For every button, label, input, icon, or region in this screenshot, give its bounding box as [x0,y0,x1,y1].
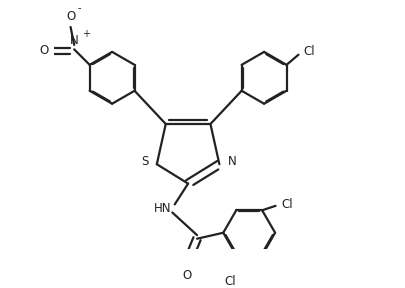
Text: O: O [181,269,191,283]
Text: N: N [227,155,236,168]
Text: S: S [141,155,148,168]
Text: Cl: Cl [302,45,314,58]
Text: N: N [70,34,78,47]
Text: O: O [66,10,75,23]
Text: Cl: Cl [280,198,292,211]
Text: HN: HN [154,202,171,215]
Text: -: - [77,3,81,14]
Text: Cl: Cl [224,274,235,288]
Text: O: O [40,44,49,57]
Text: +: + [81,29,90,39]
